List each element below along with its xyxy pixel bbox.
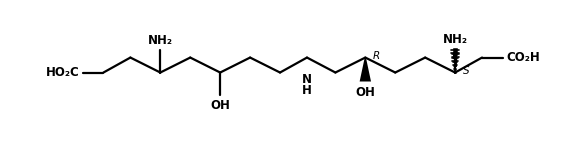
Text: N
H: N H (302, 73, 312, 97)
Text: OH: OH (355, 86, 375, 99)
Text: S: S (463, 66, 469, 76)
Text: OH: OH (210, 99, 230, 112)
Text: NH₂: NH₂ (148, 34, 173, 47)
Polygon shape (360, 58, 371, 82)
Text: NH₂: NH₂ (443, 33, 468, 46)
Text: R: R (373, 51, 380, 61)
Text: CO₂H: CO₂H (506, 51, 539, 64)
Text: HO₂C: HO₂C (46, 66, 79, 79)
